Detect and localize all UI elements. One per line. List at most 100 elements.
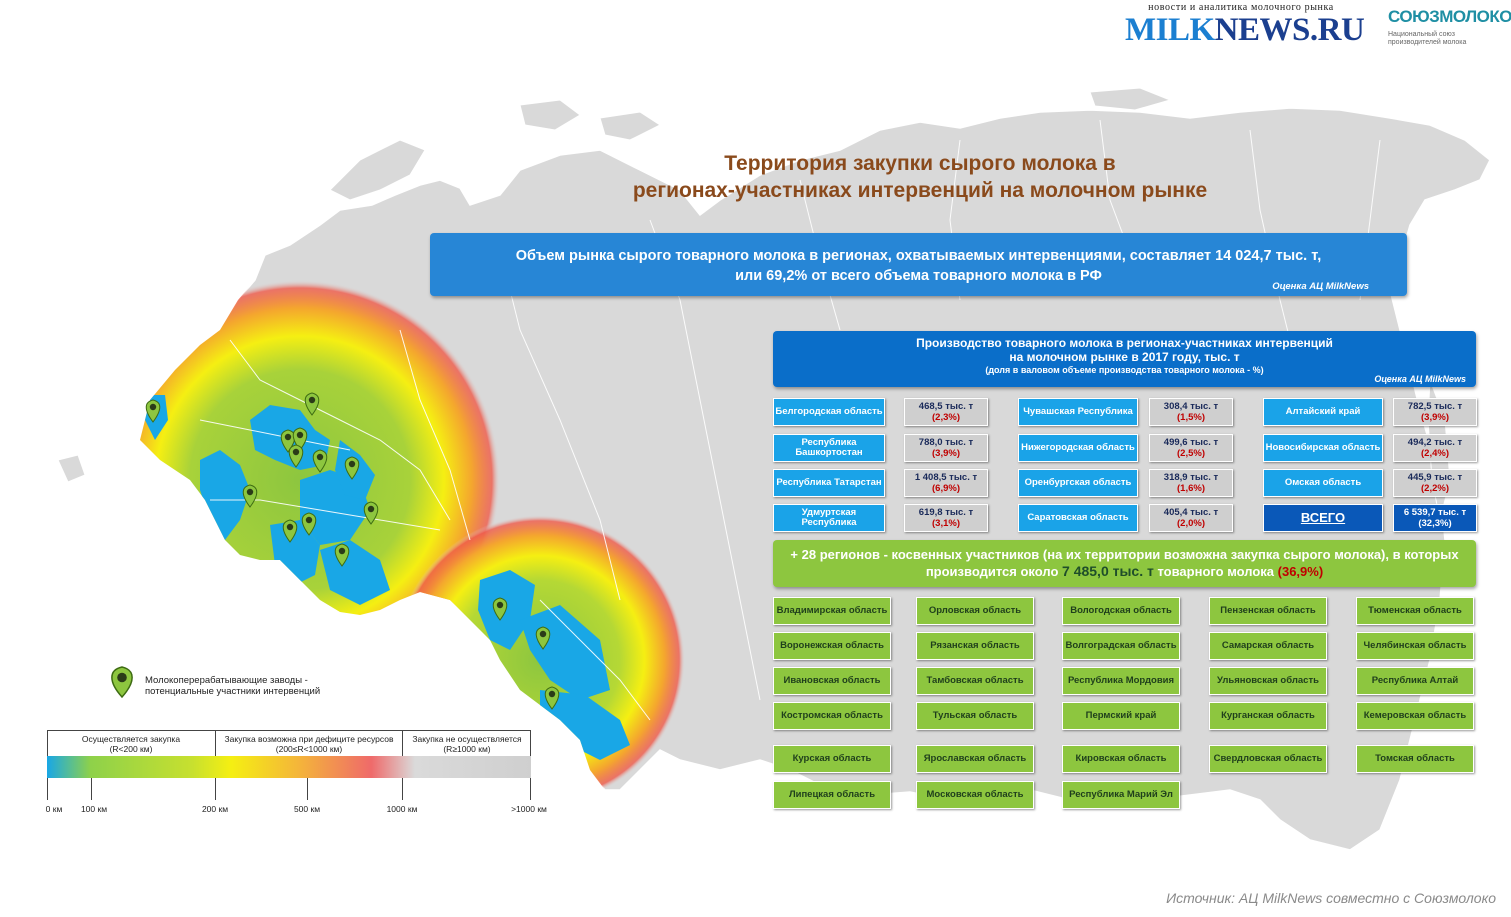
logo-wordmark: MILKNEWS.RU [1125,13,1365,47]
plant-pin-icon[interactable] [282,519,298,543]
island-new-siberian [1089,87,1172,111]
indirect-line-2: производится около 7 485,0 тыс. т товарн… [773,563,1476,580]
scale-tick [91,778,92,800]
production-header: Производство товарного молока в регионах… [773,331,1476,387]
plant-pin-icon[interactable] [292,427,308,451]
soyuzmoloko-logo: СОЮЗМОЛОКО Национальный союз производите… [1388,7,1511,47]
milknews-logo: новости и аналитика молочного рынка MILK… [1125,2,1365,47]
total-amount: 6 539,7 тыс. т [1403,507,1467,518]
plant-pin-icon[interactable] [242,484,258,508]
indirect-regions-banner: + 28 регионов - косвенных участников (на… [773,540,1476,587]
indirect-text-2: производится около [925,564,1063,579]
indirect-amount: 7 485,0 тыс. т [1062,563,1154,579]
scale-tick-label: 500 км [293,804,321,814]
plant-pin-icon[interactable] [334,543,350,567]
total-label: ВСЕГО [1263,504,1383,532]
indirect-region-box: Ульяновская область [1209,667,1327,695]
indirect-region-box: Курская область [773,745,891,773]
indirect-region-box: Кемеровская область [1356,702,1474,730]
scale-category-line: (R<200 км) [109,744,153,754]
region-name-udmurtia: Удмуртская Республика [773,504,885,532]
legend-pin-icon [111,666,133,699]
plant-pins [145,392,560,710]
indirect-region-box: Республика Мордовия [1062,667,1180,695]
region-name-saratov: Саратовская область [1018,504,1138,532]
region-value-orenburg: 318,9 тыс. т (1,6%) [1149,469,1233,497]
title-line-1: Территория закупки сырого молока в [724,152,1116,175]
indirect-region-box: Ивановская область [773,667,891,695]
region-value: 782,5 тыс. т [1407,401,1463,412]
indirect-region-box: Самарская область [1209,632,1327,660]
region-value: 1 408,5 тыс. т [914,472,978,483]
indirect-region-box: Рязанская область [916,632,1034,660]
indirect-region-box: Свердловская область [1209,745,1327,773]
indirect-region-box: Ярославская область [916,745,1034,773]
scale-category-none: Закупка не осуществляется (R≥1000 км) [403,734,531,754]
plant-pin-icon[interactable] [492,597,508,621]
indirect-text-3: товарного молока [1153,564,1278,579]
region-name-bashkortostan: Республика Башкортостан [773,434,885,462]
scale-category-line: (R≥1000 км) [443,744,491,754]
summary-banner: Объем рынка сырого товарного молока в ре… [430,233,1407,296]
indirect-region-box: Владимирская область [773,597,891,625]
region-value: 318,9 тыс. т [1163,472,1219,483]
region-share: (2,4%) [1421,448,1449,459]
indirect-region-box: Тамбовская область [916,667,1034,695]
region-share: (2,0%) [1177,518,1205,529]
region-value-chuvashia: 308,4 тыс. т (1,5%) [1149,398,1233,426]
kaliningrad-region [57,454,86,483]
region-value-tatarstan: 1 408,5 тыс. т (6,9%) [904,469,988,497]
indirect-region-box: Вологодская область [1062,597,1180,625]
region-share: (3,1%) [932,518,960,529]
indirect-text-1: - косвенных участников (на их территории… [880,547,1459,562]
region-share: (2,2%) [1421,483,1449,494]
plant-pin-icon[interactable] [544,686,560,710]
plant-pin-icon[interactable] [304,392,320,416]
plant-pin-icon[interactable] [145,399,161,423]
plant-pin-icon[interactable] [301,512,317,536]
indirect-count: + 28 регионов [790,547,880,562]
region-share: (2,3%) [932,412,960,423]
region-value: 619,8 тыс. т [918,507,974,518]
plant-pin-icon[interactable] [535,626,551,650]
indirect-region-box: Тюменская область [1356,597,1474,625]
indirect-region-box: Республика Марий Эл [1062,781,1180,809]
region-share: (1,5%) [1177,412,1205,423]
indirect-region-box: Орловская область [916,597,1034,625]
scale-tick [215,778,216,800]
plant-pin-icon[interactable] [363,501,379,525]
zone-altai [540,690,630,760]
region-share: (3,9%) [932,448,960,459]
production-line-2: на молочном рынке в 2017 году, тыс. т [1009,350,1240,364]
indirect-region-box: Московская область [916,781,1034,809]
plant-pin-icon[interactable] [288,444,304,468]
region-value: 308,4 тыс. т [1163,401,1219,412]
region-name-chuvashia: Чувашская Республика [1018,398,1138,426]
zone-omsk [478,570,535,650]
total-value: 6 539,7 тыс. т (32,3%) [1393,504,1477,532]
region-value: 788,0 тыс. т [918,437,974,448]
source-note: Источник: АЦ MilkNews совместно с Союзмо… [1166,890,1496,906]
boundary-line [539,599,651,721]
indirect-share: (36,9%) [1277,564,1324,579]
region-value-altai-krai: 782,5 тыс. т (3,9%) [1393,398,1477,426]
region-name-omsk: Омская область [1263,469,1383,497]
scale-tick [307,778,308,800]
region-value-novosibirsk: 494,2 тыс. т (2,4%) [1393,434,1477,462]
region-name-nizhny-novgorod: Нижегородская область [1018,434,1138,462]
production-line-3: (доля в валовом объеме производства това… [985,365,1264,375]
region-value: 494,2 тыс. т [1407,437,1463,448]
indirect-region-box: Томская область [1356,745,1474,773]
scale-divider [402,730,403,756]
indirect-line-1: + 28 регионов - косвенных участников (на… [773,547,1476,563]
plant-pin-icon[interactable] [344,456,360,480]
region-share: (1,6%) [1177,483,1205,494]
scale-tick-label: 200 км [201,804,229,814]
indirect-region-box: Кировская область [1062,745,1180,773]
region-value-omsk: 445,9 тыс. т (2,2%) [1393,469,1477,497]
scale-tick [47,778,48,800]
plant-pin-icon[interactable] [312,449,328,473]
region-value-saratov: 405,4 тыс. т (2,0%) [1149,504,1233,532]
scale-tick [402,778,403,800]
